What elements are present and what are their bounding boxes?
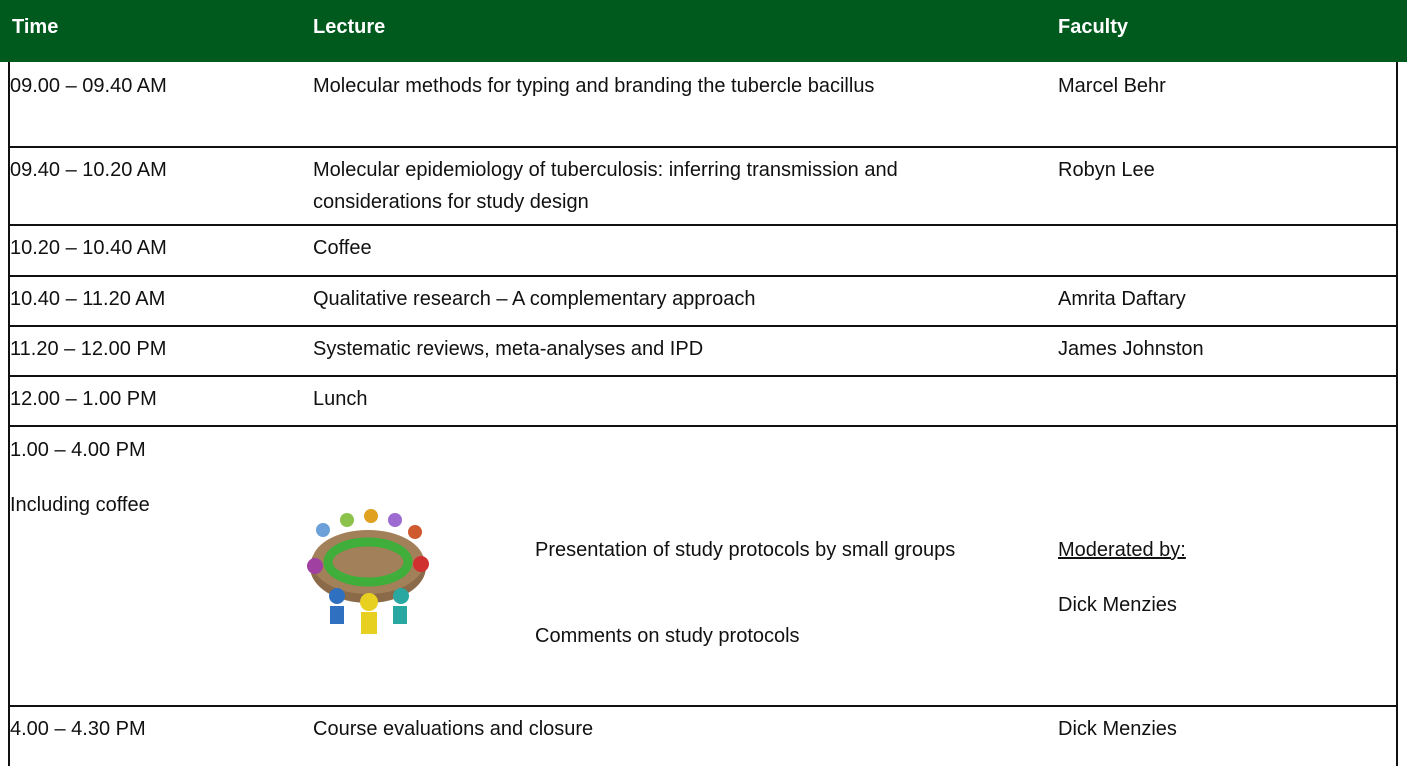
lecture: Coffee: [313, 237, 372, 259]
time: 4.00 – 4.30 PM: [10, 718, 146, 740]
lecture-note: Comments on study protocols: [535, 625, 800, 647]
row: [9, 427, 1397, 707]
time: 09.00 – 09.40 AM: [10, 75, 167, 97]
header-time: Time: [12, 16, 59, 38]
row: [9, 62, 1397, 148]
lecture: Molecular methods for typing and brandin…: [313, 75, 875, 97]
row: [9, 327, 1397, 377]
header-bar: Time Lecture Faculty: [0, 0, 1407, 62]
row: [9, 148, 1397, 226]
lecture: Course evaluations and closure: [313, 718, 594, 740]
faculty: Amrita Daftary: [1058, 288, 1186, 310]
faculty: Marcel Behr: [1058, 75, 1166, 97]
lecture: Qualitative research – A complementary a…: [313, 288, 756, 310]
lecture: Lunch: [313, 388, 368, 410]
lecture: Molecular epidemiology of tuberculosis: …: [313, 159, 898, 213]
time: 09.40 – 10.20 AM: [10, 159, 167, 181]
row: [9, 277, 1397, 327]
row: [9, 226, 1397, 277]
meeting-illustration: [307, 509, 429, 634]
faculty: Robyn Lee: [1058, 159, 1155, 181]
time: 10.20 – 10.40 AM: [10, 237, 167, 259]
header-faculty: Faculty: [1058, 16, 1129, 38]
time: 1.00 – 4.00 PM: [10, 439, 146, 461]
faculty: Dick Menzies: [1058, 718, 1177, 740]
lecture: Presentation of study protocols by small…: [535, 539, 956, 561]
time: 11.20 – 12.00 PM: [10, 338, 167, 360]
time: 10.40 – 11.20 AM: [10, 288, 166, 310]
row: [9, 377, 1397, 427]
faculty-label: Moderated by:: [1058, 539, 1186, 561]
time: 12.00 – 1.00 PM: [10, 388, 157, 410]
header-lecture: Lecture: [313, 16, 386, 38]
faculty: James Johnston: [1058, 338, 1204, 360]
faculty: Dick Menzies: [1058, 594, 1177, 616]
lecture: Systematic reviews, meta-analyses and IP…: [313, 338, 704, 360]
time-note: Including coffee: [10, 494, 150, 516]
right-border: [1396, 62, 1398, 766]
left-border: [8, 62, 10, 766]
